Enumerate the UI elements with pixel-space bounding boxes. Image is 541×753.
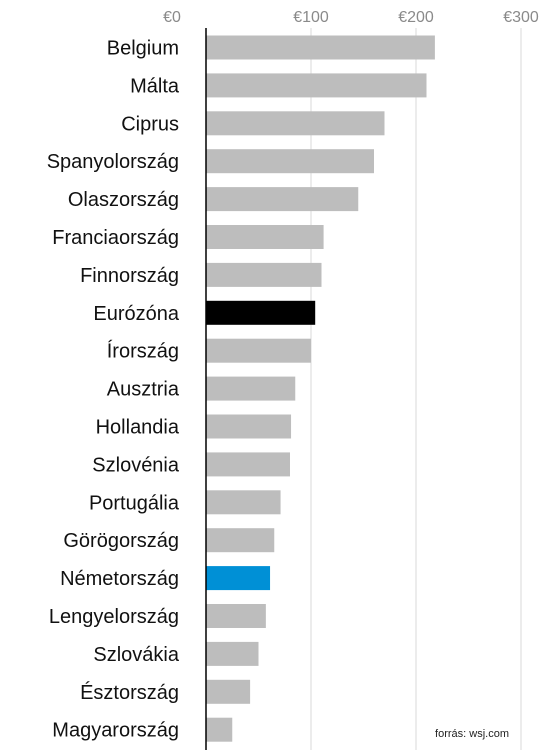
category-label: Portugália bbox=[89, 492, 180, 514]
gridlines bbox=[310, 28, 522, 750]
category-label: Ausztria bbox=[107, 379, 180, 401]
bar bbox=[206, 187, 359, 212]
bar bbox=[206, 300, 316, 325]
bar bbox=[206, 149, 374, 174]
x-tick-label: €300 bbox=[503, 9, 539, 26]
bar bbox=[206, 641, 259, 666]
category-label: Szlovákia bbox=[93, 644, 179, 666]
bar bbox=[206, 338, 311, 363]
bar bbox=[206, 452, 290, 477]
category-label: Szlovénia bbox=[92, 454, 180, 476]
category-label: Lengyelország bbox=[49, 606, 179, 628]
category-label: Hollandia bbox=[96, 417, 180, 439]
bar bbox=[206, 717, 233, 742]
category-label: Finnország bbox=[80, 265, 179, 287]
category-label: Belgium bbox=[107, 38, 179, 60]
category-label: Észtország bbox=[80, 681, 179, 704]
bar bbox=[206, 111, 385, 136]
bar bbox=[206, 528, 275, 553]
category-label: Görögország bbox=[63, 530, 179, 552]
bar bbox=[206, 414, 292, 439]
bars bbox=[206, 35, 435, 742]
category-label: Málta bbox=[130, 75, 180, 97]
bar bbox=[206, 679, 251, 704]
bar bbox=[206, 225, 324, 249]
bar bbox=[206, 490, 281, 515]
x-tick-labels: €0 €100 €200 €300 bbox=[163, 9, 539, 26]
bar bbox=[206, 566, 271, 591]
x-tick-label: €100 bbox=[293, 9, 329, 26]
bar bbox=[206, 35, 435, 60]
bar bbox=[206, 262, 322, 287]
bar bbox=[206, 376, 296, 401]
category-label: Olaszország bbox=[68, 189, 179, 211]
category-label: Írország bbox=[107, 340, 179, 363]
category-label: Magyarország bbox=[52, 720, 179, 742]
source-note: forrás: wsj.com bbox=[435, 728, 509, 740]
bar bbox=[206, 73, 427, 98]
category-label: Spanyolország bbox=[47, 151, 179, 173]
category-label: Németország bbox=[60, 568, 179, 590]
category-labels: Belgium Málta Ciprus Spanyolország Olaszorsz… bbox=[47, 38, 180, 742]
category-label: Ciprus bbox=[121, 113, 179, 135]
category-label: Franciaország bbox=[52, 227, 179, 249]
x-tick-label: €0 bbox=[163, 9, 181, 26]
bar bbox=[206, 604, 266, 628]
category-label: Eurózóna bbox=[93, 303, 179, 325]
x-tick-label: €200 bbox=[398, 9, 434, 26]
